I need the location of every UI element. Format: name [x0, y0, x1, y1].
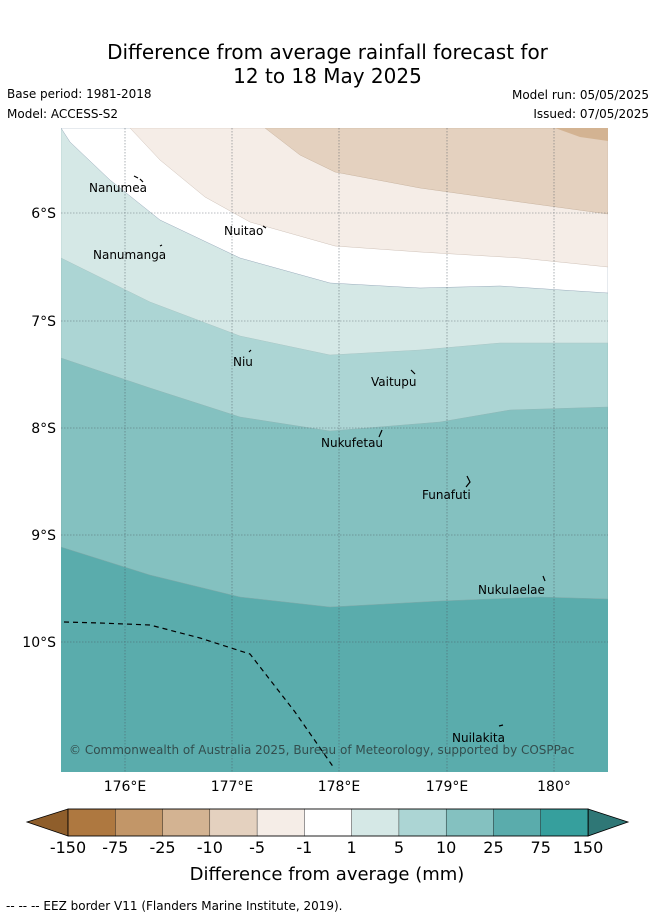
colorbar-tick-label: -25: [149, 838, 175, 857]
graticule: [61, 128, 608, 772]
colorbar-segment: [493, 808, 542, 837]
lon-tick-176e: 176°E: [104, 779, 147, 795]
colorbar-segment: [540, 808, 589, 837]
colorbar-tick-label: 75: [531, 838, 551, 857]
lat-tick-9s: 9°S: [31, 528, 56, 544]
colorbar-segment: [351, 808, 400, 837]
title-line-2: 12 to 18 May 2025: [233, 64, 422, 88]
place-label-nukulaelae: Nukulaelae: [478, 583, 545, 597]
copyright-notice: © Commonwealth of Australia 2025, Bureau…: [69, 743, 574, 757]
lat-tick-7s: 7°S: [31, 314, 56, 330]
colorbar: -150 -75 -25 -10 -5 -1 1 5 10 25 75 150 Difference …: [25, 808, 630, 885]
place-label-nuitao: Nuitao: [224, 224, 263, 238]
colorbar-tick-label: 5: [394, 838, 404, 857]
island-nanumea: [133, 175, 139, 179]
lat-tick-10s: 10°S: [22, 635, 56, 651]
model-name: Model: ACCESS-S2: [7, 107, 119, 121]
contour-fields: [61, 128, 608, 772]
islands: [133, 175, 546, 727]
colorbar-segment: [398, 808, 447, 837]
island-nuitao: [262, 225, 267, 229]
place-label-nanumea: Nanumea: [89, 181, 147, 195]
place-label-niu: Niu: [233, 355, 253, 369]
colorbar-segment: [256, 808, 306, 837]
colorbar-tick-label: 10: [436, 838, 456, 857]
base-period: Base period: 1981-2018: [7, 87, 152, 101]
lat-tick-6s: 6°S: [31, 206, 56, 222]
island-funafuti: [465, 475, 471, 488]
island-nuilakita: [498, 724, 504, 727]
model-run: Model run: 05/05/2025: [511, 88, 649, 102]
colorbar-tick-label: 150: [573, 838, 604, 857]
colorbar-label: Difference from average (mm): [190, 864, 465, 885]
lon-tick-177e: 177°E: [211, 779, 254, 795]
place-label-funafuti: Funafuti: [422, 488, 471, 502]
colorbar-tick-label: 1: [347, 838, 357, 857]
issued-date: Issued: 07/05/2025: [533, 107, 649, 121]
colorbar-tick-label: -150: [50, 838, 86, 857]
colorbar-segment: [445, 808, 495, 837]
lon-tick-180: 180°: [537, 779, 571, 795]
colorbar-tick-label: -5: [249, 838, 265, 857]
colorbar-segment: [67, 808, 116, 837]
colorbar-tick-label: 25: [483, 838, 503, 857]
colorbar-tick-label: -10: [197, 838, 223, 857]
colorbar-segment: [304, 808, 353, 837]
colorbar-segment: [115, 808, 164, 837]
island-nanumanga: [159, 244, 163, 247]
map-title: Difference from average rainfall forecas…: [0, 40, 655, 88]
colorbar-tick-label: -1: [296, 838, 312, 857]
place-label-nukufetau: Nukufetau: [321, 436, 383, 450]
place-label-nanumanga: Nanumanga: [93, 248, 166, 262]
colorbar-under-arrow: [25, 808, 69, 837]
band-minus10-minus5: [264, 128, 608, 215]
title-line-1: Difference from average rainfall forecas…: [107, 40, 548, 64]
eez-border: [63, 621, 335, 769]
island-nukulaelae: [542, 575, 546, 582]
island-vaitupu: [410, 369, 416, 375]
band-minus25-minus10: [555, 128, 608, 141]
island-nukufetau: [378, 429, 383, 438]
place-label-vaitupu: Vaitupu: [371, 375, 417, 389]
island-niu: [248, 349, 252, 353]
colorbar-frame: [67, 808, 589, 837]
lon-tick-179e: 179°E: [426, 779, 469, 795]
lat-tick-8s: 8°S: [31, 421, 56, 437]
colorbar-over-arrow: [587, 808, 630, 837]
island-nanumea-2: [139, 178, 144, 183]
lon-tick-178e: 178°E: [318, 779, 361, 795]
colorbar-segment: [162, 808, 211, 837]
colorbar-segment: [209, 808, 258, 837]
eez-legend: -- -- -- EEZ border V11 (Flanders Marine…: [6, 899, 343, 913]
place-label-nuilakita: Nuilakita: [452, 731, 505, 745]
colorbar-tick-label: -75: [102, 838, 128, 857]
